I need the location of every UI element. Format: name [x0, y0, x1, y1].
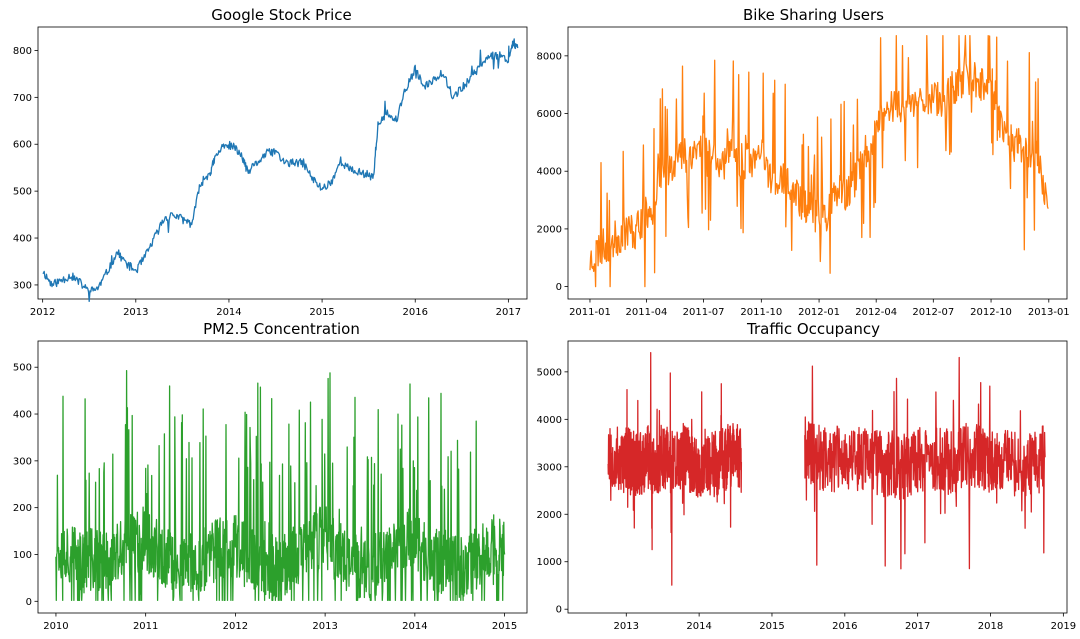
series-line — [55, 369, 506, 602]
y-tick-label: 800 — [13, 46, 32, 57]
x-tick-label: 2012-07 — [912, 307, 954, 318]
y-tick-label: 500 — [13, 363, 32, 374]
x-tick-label: 2013 — [614, 621, 639, 632]
x-tick-label: 2017 — [905, 621, 930, 632]
x-tick-label: 2013 — [312, 621, 337, 632]
chart-title: PM2.5 Concentration — [203, 320, 360, 338]
series-line — [589, 35, 1049, 288]
x-tick-label: 2014 — [216, 307, 241, 318]
x-tick-label: 2013-01 — [1028, 307, 1070, 318]
x-tick-label: 2016 — [403, 307, 428, 318]
x-tick-label: 2011 — [133, 621, 158, 632]
y-tick-label: 3000 — [537, 462, 562, 473]
panel-google-stock: Google Stock Price 2012 2013 2014 2015 2016 2… — [13, 6, 528, 318]
series-line — [804, 356, 1046, 570]
chart-title: Google Stock Price — [211, 6, 352, 24]
y-tick-label: 500 — [13, 187, 32, 198]
panel-bike-sharing: Bike Sharing Users 2011-01 2011-04 2011-07… — [537, 6, 1070, 318]
plot-area: 2013 2014 2015 2016 2017 2018 2019 0 1000 2000 300… — [537, 351, 1076, 632]
plot-area: 2011-01 2011-04 2011-07 2011-10 2012-01 2012-… — [537, 35, 1070, 318]
x-tick-label: 2012-04 — [855, 307, 897, 318]
x-tick-label: 2011-04 — [626, 307, 668, 318]
x-tick-label: 2016 — [832, 621, 857, 632]
y-tick-label: 0 — [556, 282, 562, 293]
x-tick-label: 2013 — [123, 307, 148, 318]
y-tick-label: 100 — [13, 550, 32, 561]
x-tick-label: 2015 — [759, 621, 784, 632]
y-tick-label: 5000 — [537, 367, 562, 378]
y-tick-label: 2000 — [537, 510, 562, 521]
y-tick-label: 2000 — [537, 224, 562, 235]
y-tick-label: 0 — [26, 597, 32, 608]
y-tick-label: 0 — [556, 605, 562, 616]
x-tick-label: 2012-01 — [798, 307, 840, 318]
y-tick-label: 6000 — [537, 109, 562, 120]
axes-frame — [37, 26, 528, 300]
panel-traffic: Traffic Occupancy 2013 2014 2015 2016 2017 20… — [537, 320, 1077, 632]
x-tick-label: 2018 — [978, 621, 1003, 632]
series-line — [607, 351, 743, 586]
y-tick-label: 4000 — [537, 167, 562, 178]
panel-pm25: PM2.5 Concentration 2010 2011 2012 2013 2014… — [13, 320, 528, 632]
axes-frame — [37, 340, 528, 614]
y-tick-label: 400 — [13, 234, 32, 245]
x-tick-label: 2015 — [309, 307, 334, 318]
axes-frame — [567, 340, 1068, 614]
x-tick-label: 2012-10 — [970, 307, 1012, 318]
y-tick-label: 200 — [13, 503, 32, 514]
plot-area: 2010 2011 2012 2013 2014 2015 0 100 200 300 400 500 — [13, 363, 517, 632]
x-tick-label: 2017 — [496, 307, 521, 318]
y-tick-label: 8000 — [537, 51, 562, 62]
plot-area: 2012 2013 2014 2015 2016 2017 300 400 500 600 700 8… — [13, 38, 521, 318]
y-tick-label: 700 — [13, 93, 32, 104]
series-line — [42, 38, 519, 303]
x-tick-label: 2019 — [1051, 621, 1076, 632]
x-tick-label: 2014 — [686, 621, 711, 632]
chart-title: Traffic Occupancy — [746, 320, 880, 338]
y-tick-label: 300 — [13, 456, 32, 467]
x-tick-label: 2012 — [223, 621, 248, 632]
x-tick-label: 2015 — [492, 621, 517, 632]
x-tick-label: 2011-07 — [683, 307, 725, 318]
y-tick-label: 400 — [13, 410, 32, 421]
y-tick-label: 300 — [13, 280, 32, 291]
x-tick-label: 2011-10 — [740, 307, 782, 318]
axes-frame — [567, 26, 1068, 300]
x-tick-label: 2014 — [402, 621, 427, 632]
chart-title: Bike Sharing Users — [743, 6, 884, 24]
y-tick-label: 600 — [13, 140, 32, 151]
x-tick-label: 2010 — [43, 621, 68, 632]
y-tick-label: 1000 — [537, 557, 562, 568]
y-tick-label: 4000 — [537, 415, 562, 426]
x-tick-label: 2011-01 — [569, 307, 611, 318]
x-tick-label: 2012 — [30, 307, 55, 318]
